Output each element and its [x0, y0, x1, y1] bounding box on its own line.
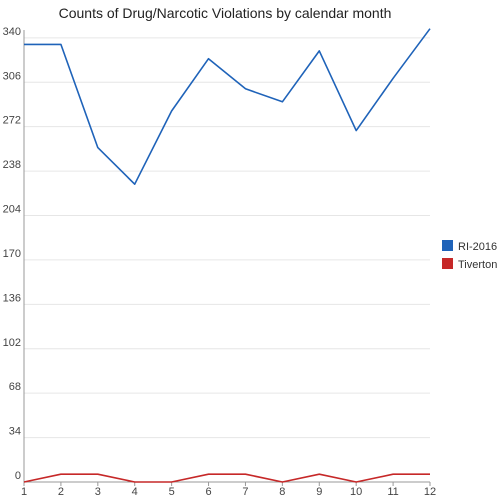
y-tick-label: 238: [3, 159, 21, 171]
series-lines: [24, 29, 430, 482]
x-tick-label: 10: [350, 486, 362, 498]
legend-swatch: [442, 258, 453, 269]
y-tick-label: 68: [9, 381, 21, 393]
y-tick-label: 272: [3, 115, 21, 127]
y-tick-label: 0: [15, 470, 21, 482]
y-tick-label: 102: [3, 337, 21, 349]
chart-title: Counts of Drug/Narcotic Violations by ca…: [59, 5, 392, 21]
legend-label: RI-2016: [458, 241, 497, 253]
grid: [24, 38, 430, 438]
x-tick-label: 7: [242, 486, 248, 498]
y-tick-label: 136: [3, 292, 21, 304]
y-axis-tick-labels: 0 34 68 102 136 170 204 238 272 306 340: [3, 26, 21, 482]
y-tick-label: 34: [9, 426, 21, 438]
x-tick-label: 8: [279, 486, 285, 498]
x-tick-label: 4: [132, 486, 138, 498]
x-tick-label: 1: [21, 486, 27, 498]
x-tick-label: 2: [58, 486, 64, 498]
x-tick-label: 3: [95, 486, 101, 498]
legend: RI-2016 Tiverton: [442, 240, 497, 271]
x-tick-label: 9: [316, 486, 322, 498]
x-axis-tick-labels: 1 2 3 4 5 6 7 8 9 10 11 12: [21, 486, 436, 498]
axes: [24, 30, 430, 486]
y-tick-label: 306: [3, 70, 21, 82]
y-tick-label: 340: [3, 26, 21, 38]
y-tick-label: 204: [3, 204, 21, 216]
x-tick-label: 12: [424, 486, 436, 498]
legend-label: Tiverton: [458, 259, 497, 271]
x-tick-label: 11: [387, 486, 398, 498]
y-tick-label: 170: [3, 248, 21, 260]
legend-swatch: [442, 240, 453, 251]
x-tick-label: 5: [169, 486, 175, 498]
series-line-tiverton: [24, 474, 430, 482]
x-tick-label: 6: [205, 486, 211, 498]
series-line-ri-2016: [24, 29, 430, 185]
